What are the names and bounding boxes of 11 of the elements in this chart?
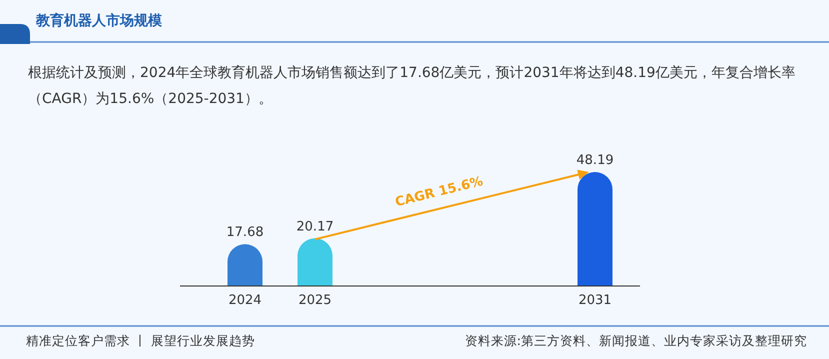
- annotation: CAGR 15.6%: [394, 174, 485, 210]
- data-label: 48.19: [576, 153, 614, 168]
- x-tick-label: 2025: [298, 293, 332, 308]
- chart-subtitle: 根据统计及预测，2024年全球教育机器人市场销售额达到了17.68亿美元，预计2031年将达到48.19亿美元，年复合增长率（CAGR）为15.6%（2025-2031）。: [28, 64, 796, 109]
- data-label: 20.17: [296, 219, 334, 234]
- text: 精准定位客户需求 丨 展望行业发展趋势: [26, 333, 255, 350]
- x-tick-label: 2031: [578, 293, 612, 308]
- data-label: 17.68: [226, 225, 264, 240]
- text: 资料来源:第三方资料、新闻报道、业内专家采访及整理研究: [464, 333, 807, 350]
- x-tick-label: 2024: [228, 293, 262, 308]
- chart-title: 教育机器人市场规模: [36, 12, 162, 30]
